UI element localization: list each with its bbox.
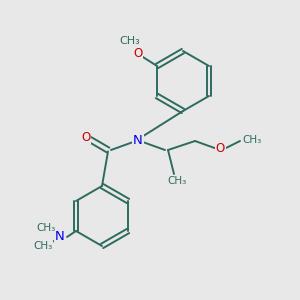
Text: CH₃: CH₃ (242, 135, 262, 145)
Text: CH₃: CH₃ (120, 35, 140, 46)
Text: CH₃: CH₃ (33, 241, 52, 251)
Text: CH₃: CH₃ (36, 223, 56, 233)
Text: O: O (81, 130, 90, 144)
Text: N: N (133, 134, 143, 148)
Text: O: O (216, 142, 225, 155)
Text: CH₃: CH₃ (167, 176, 187, 187)
Text: O: O (133, 46, 142, 60)
Text: N: N (55, 230, 64, 244)
